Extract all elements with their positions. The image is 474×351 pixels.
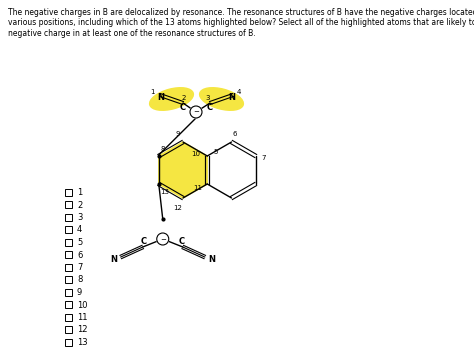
Text: −: − [193,110,199,115]
Bar [65,213,72,220]
Text: 13: 13 [160,189,169,195]
Polygon shape [159,142,207,198]
Text: C: C [179,238,185,246]
Bar [65,338,72,345]
Text: 11: 11 [193,185,202,191]
Text: 12: 12 [77,325,88,335]
Text: 9: 9 [77,288,82,297]
Bar [65,201,72,208]
Text: 3: 3 [77,213,82,222]
Text: 11: 11 [77,313,88,322]
Circle shape [190,106,202,118]
Text: −: − [160,237,166,243]
Bar [65,264,72,271]
Text: 6: 6 [77,251,82,259]
Text: 4: 4 [237,89,241,95]
Text: N: N [157,93,164,102]
Text: 7: 7 [262,155,266,161]
Text: C: C [180,102,186,112]
Text: 8: 8 [161,146,165,152]
Bar [65,276,72,283]
Text: 12: 12 [173,205,182,211]
Bar [65,251,72,258]
Text: 10: 10 [77,300,88,310]
Text: 7: 7 [77,263,82,272]
Text: C: C [207,102,213,112]
Text: N: N [228,93,236,102]
Text: C: C [141,238,147,246]
Text: N: N [110,254,117,264]
Bar [65,226,72,233]
Text: 6: 6 [232,131,237,137]
Bar [65,313,72,320]
Text: 5: 5 [77,238,82,247]
Text: 5: 5 [213,149,218,155]
Text: 13: 13 [77,338,88,347]
Bar [65,289,72,296]
Text: 2: 2 [77,200,82,210]
Ellipse shape [150,88,193,110]
Bar [65,301,72,308]
Text: 8: 8 [77,276,82,285]
Bar [65,188,72,196]
Circle shape [157,233,169,245]
Text: 4: 4 [77,225,82,234]
Bar [65,238,72,245]
Text: 1: 1 [150,89,154,95]
Text: 3: 3 [206,95,210,101]
Text: N: N [208,254,215,264]
Text: 1: 1 [77,188,82,197]
Text: The negative charges in B are delocalized by resonance. The resonance structures: The negative charges in B are delocalize… [8,8,474,38]
Text: 2: 2 [182,95,186,101]
Ellipse shape [200,88,243,110]
Text: 9: 9 [176,131,180,137]
Text: 10: 10 [191,151,200,157]
Bar [65,326,72,333]
